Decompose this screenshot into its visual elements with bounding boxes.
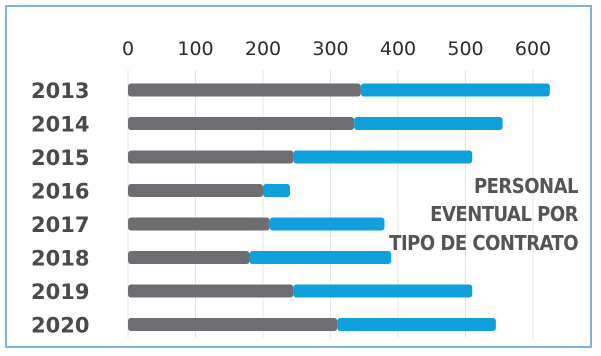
chart-title-line-3: TIPO DE CONTRATO	[389, 231, 578, 255]
bar-2013-segment-1	[128, 83, 361, 97]
year-label: 2020	[31, 314, 89, 338]
year-label: 2014	[31, 113, 89, 137]
year-label: 2016	[31, 180, 89, 204]
x-tick-label: 600	[515, 38, 551, 60]
bar-2017-segment-1	[128, 217, 270, 231]
year-label: 2017	[31, 213, 89, 237]
bars	[128, 83, 550, 331]
bar-2015-segment-1	[128, 150, 294, 164]
x-tick-label: 300	[312, 38, 348, 60]
x-tick-label: 100	[177, 38, 213, 60]
x-tick-label: 0	[122, 38, 134, 60]
bar-2020-segment-2	[337, 318, 496, 331]
bar-2013-segment-2	[360, 83, 550, 97]
bar-2019-segment-1	[128, 284, 294, 298]
x-tick-label: 200	[245, 38, 281, 60]
bar-2014-segment-2	[354, 117, 503, 130]
bar-2015-segment-2	[293, 150, 473, 164]
year-label: 2013	[31, 79, 89, 103]
year-label: 2018	[31, 247, 89, 271]
bar-2018-segment-1	[128, 251, 250, 264]
bar-2019-segment-2	[293, 284, 473, 298]
bar-2016-segment-2	[263, 184, 290, 197]
chart-title-line-2: EVENTUAL POR	[430, 202, 578, 226]
x-tick-label: 400	[380, 38, 416, 60]
bar-2014-segment-1	[128, 117, 355, 130]
bar-2018-segment-2	[249, 251, 392, 264]
bar-2020-segment-1	[128, 318, 338, 331]
year-label: 2015	[31, 146, 89, 170]
year-labels: 2013 2014 2015 2016 2017 2018 2019 2020	[31, 79, 89, 338]
year-label: 2019	[31, 280, 89, 304]
chart-title-line-1: PERSONAL	[474, 174, 578, 198]
x-tick-label: 500	[447, 38, 483, 60]
bar-2017-segment-2	[269, 217, 385, 231]
x-axis-ticks: 0 100 200 300 400 500 600	[122, 38, 551, 60]
bar-2016-segment-1	[128, 184, 263, 197]
